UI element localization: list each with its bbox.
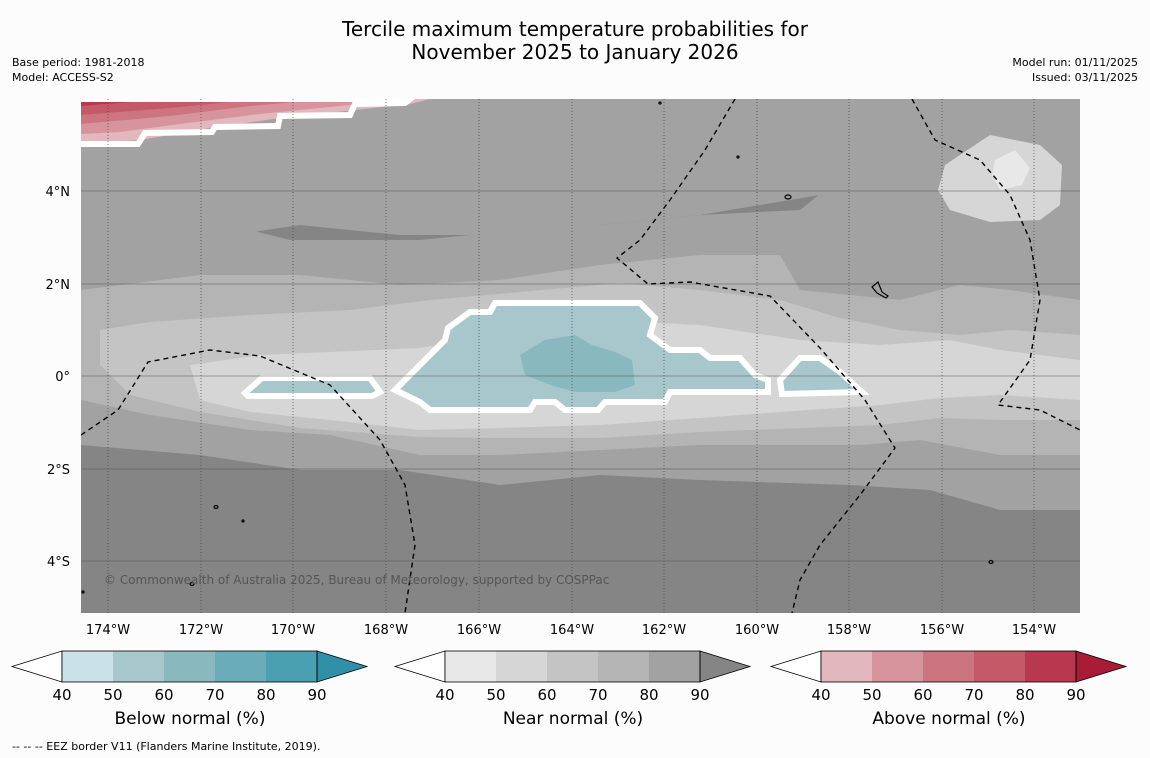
lon-label: 164°W [550, 623, 594, 638]
colorbar-low-extension [393, 650, 446, 683]
colorbar-segment [215, 651, 266, 682]
colorbar-low-extension [10, 650, 63, 683]
colorbar-tick-label: 40 [52, 686, 71, 704]
lat-label: 2°N [46, 278, 71, 293]
colorbar-segment [62, 651, 113, 682]
colorbar-tick-label: 80 [1015, 686, 1034, 704]
colorbar-tick-label: 50 [862, 686, 881, 704]
colorbar-segment [547, 651, 598, 682]
colorbar-segment [496, 651, 547, 682]
colorbar-segment [649, 651, 700, 682]
lon-label: 172°W [179, 623, 223, 638]
lon-label: 160°W [735, 623, 779, 638]
eez-footnote: -- -- -- EEZ border V11 (Flanders Marine… [12, 740, 321, 753]
latitude-gridlines [81, 190, 1080, 562]
colorbar-tick-label: 80 [256, 686, 275, 704]
colorbar-tick-label: 80 [639, 686, 658, 704]
colorbar-above: 40 50 60 70 80 90 [769, 650, 1128, 704]
title-line-1: Tercile maximum temperature probabilitie… [342, 17, 808, 41]
lon-label: 154°W [1012, 623, 1056, 638]
meta-left: Base period: 1981-2018 Model: ACCESS-S2 [12, 55, 144, 85]
colorbar-segment [598, 651, 649, 682]
lon-label: 162°W [642, 623, 686, 638]
colorbar-high-extension [699, 650, 752, 683]
near-normal-40-ne-blob [992, 150, 1030, 190]
title-line-2: November 2025 to January 2026 [411, 40, 739, 64]
lon-labels: 174°W 172°W 170°W 168°W 166°W 164°W 162°… [86, 623, 1056, 638]
colorbar-tick-label: 60 [537, 686, 556, 704]
colorbar-high-extension [1075, 650, 1128, 683]
lon-label: 170°W [271, 623, 315, 638]
above-normal-outline [81, 99, 415, 147]
lat-label: 4°N [46, 185, 71, 200]
lon-label: 174°W [86, 623, 130, 638]
base-period: Base period: 1981-2018 [12, 56, 145, 69]
colorbar-tick-label: 70 [588, 686, 607, 704]
colorbar-outline [61, 650, 318, 683]
model-run: Model run: 01/11/2025 [1012, 56, 1138, 69]
above-normal-70-region [81, 99, 260, 115]
colorbar-tick-label: 90 [1066, 686, 1085, 704]
colorbar-outline [444, 650, 701, 683]
below-normal-60-core [520, 335, 635, 392]
colorbar-tick-label: 40 [435, 686, 454, 704]
colorbar-low-extension [769, 650, 822, 683]
colorbar-segment [923, 651, 974, 682]
near-normal-80-north [81, 99, 1080, 245]
colorbar-segment [1025, 651, 1076, 682]
colorbar-tick-label: 90 [690, 686, 709, 704]
colorbar-label-below: Below normal (%) [114, 709, 266, 729]
colorbar-tick-label: 50 [103, 686, 122, 704]
islands [81, 101, 994, 594]
colorbar-segment [266, 651, 317, 682]
lon-label: 166°W [457, 623, 501, 638]
colorbar-tick-label: 60 [154, 686, 173, 704]
colorbar-high-extension [316, 650, 369, 683]
colorbar-tick-label: 50 [486, 686, 505, 704]
colorbar-outline [820, 650, 1077, 683]
colorbars: 40 50 60 70 80 90 40 50 60 70 80 90 40 50 60 70 80 90 [10, 650, 1128, 704]
lon-label: 168°W [364, 623, 408, 638]
colorbar-tick-label: 70 [205, 686, 224, 704]
eez-borders [81, 99, 1080, 613]
lon-label: 158°W [827, 623, 871, 638]
lat-labels: 4°N 2°N 0° 2°S 4°S [46, 185, 71, 570]
colorbar-label-near: Near normal (%) [502, 709, 644, 729]
lat-label: 4°S [47, 555, 70, 570]
colorbar-segment [113, 651, 164, 682]
model-name: Model: ACCESS-S2 [12, 71, 114, 84]
map-area: © Commonwealth of Australia 2025, Bureau… [81, 99, 1080, 613]
below-normal-region-west [240, 375, 385, 399]
colorbar-near: 40 50 60 70 80 90 [393, 650, 752, 704]
colorbar-tick-label: 70 [964, 686, 983, 704]
lon-label: 156°W [920, 623, 964, 638]
colorbar-segment [164, 651, 215, 682]
colorbar-segment [445, 651, 496, 682]
colorbar-below: 40 50 60 70 80 90 [10, 650, 369, 704]
colorbar-segment [974, 651, 1025, 682]
colorbar-label-above: Above normal (%) [872, 709, 1026, 729]
colorbar-tick-label: 90 [307, 686, 326, 704]
colorbar-tick-label: 60 [913, 686, 932, 704]
meta-right: Model run: 01/11/2025 Issued: 03/11/2025 [1012, 55, 1138, 85]
chart-title: Tercile maximum temperature probabilitie… [0, 18, 1150, 64]
colorbar-segment [821, 651, 872, 682]
lat-label: 2°S [47, 463, 70, 478]
copyright-text: © Commonwealth of Australia 2025, Bureau… [104, 573, 609, 587]
lat-label: 0° [55, 370, 70, 385]
colorbar-segment [872, 651, 923, 682]
issued-date: Issued: 03/11/2025 [1031, 71, 1138, 84]
colorbar-tick-label: 40 [811, 686, 830, 704]
